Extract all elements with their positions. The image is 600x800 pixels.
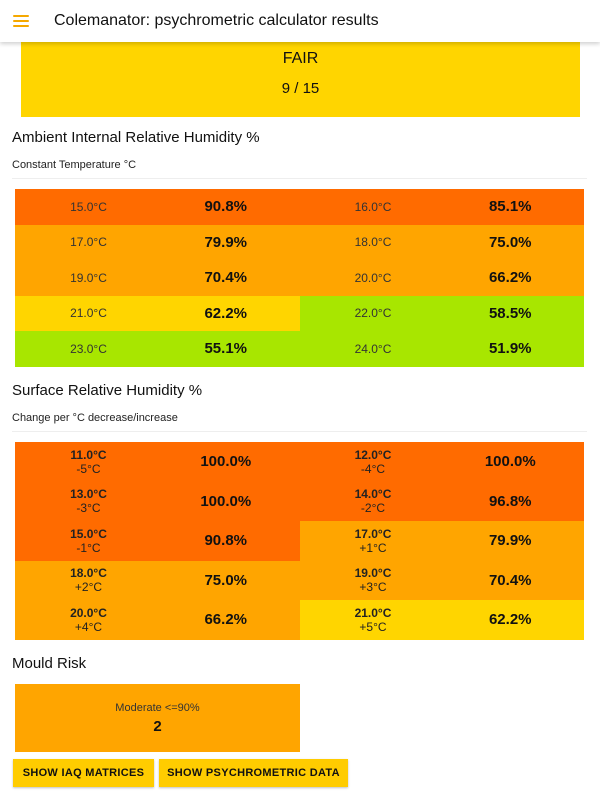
temperature-label: 24.0°C xyxy=(354,341,392,356)
surface-cell: 12.0°C -4°C 100.0% xyxy=(299,442,584,482)
humidity-value: 90.8% xyxy=(204,532,248,550)
score-label: FAIR xyxy=(282,50,319,67)
humidity-value: 79.9% xyxy=(204,233,248,251)
menu-icon[interactable] xyxy=(13,15,29,27)
temperature-label: 17.0°C xyxy=(70,235,107,250)
humidity-value: 100.0% xyxy=(484,453,536,471)
humidity-value: 96.8% xyxy=(488,492,532,510)
score-card: FAIR 9 / 15 xyxy=(21,42,580,117)
ambient-cell: 18.0°C 75.0% xyxy=(299,224,584,260)
temperature-label: 11.0°C -5°C xyxy=(70,447,107,476)
ambient-humidity-table: 15.0°C 90.8% 16.0°C 85.1% 17.0°C 79.9% 18.0… xyxy=(15,189,584,367)
surface-cell: 19.0°C +3°C 70.4% xyxy=(299,560,584,600)
temperature-label: 21.0°C +5°C xyxy=(354,605,392,634)
temperature-label: 12.0°C -4°C xyxy=(354,447,392,476)
ambient-section-title: Ambient Internal Relative Humidity % xyxy=(12,129,260,146)
ambient-section-subtitle: Constant Temperature °C xyxy=(12,159,137,171)
show-iaq-matrices-button[interactable]: SHOW IAQ MATRICES xyxy=(13,759,154,787)
surface-section-title: Surface Relative Humidity % xyxy=(12,382,203,399)
temperature-label: 20.0°C +4°C xyxy=(70,605,107,634)
temperature-label: 15.0°C -1°C xyxy=(70,526,107,555)
mould-risk-label: Moderate <=90% xyxy=(115,702,200,714)
temperature-label: 19.0°C xyxy=(70,270,107,285)
humidity-value: 79.9% xyxy=(488,532,532,550)
surface-cell: 20.0°C +4°C 66.2% xyxy=(15,600,300,640)
temperature-label: 17.0°C +1°C xyxy=(354,526,392,555)
surface-humidity-table: 11.0°C -5°C 100.0% 12.0°C -4°C 100.0% 13.0°C… xyxy=(15,442,584,640)
humidity-value: 100.0% xyxy=(200,453,252,471)
temperature-label: 23.0°C xyxy=(70,341,107,356)
temperature-label: 14.0°C -2°C xyxy=(354,487,392,516)
app-bar: Colemanator: psychrometric calculator re… xyxy=(0,0,600,42)
ambient-cell: 16.0°C 85.1% xyxy=(299,189,584,225)
temperature-label: 13.0°C -3°C xyxy=(70,487,107,516)
surface-cell: 14.0°C -2°C 96.8% xyxy=(299,481,584,521)
humidity-value: 100.0% xyxy=(200,492,252,510)
humidity-value: 75.0% xyxy=(204,571,248,589)
ambient-cell: 20.0°C 66.2% xyxy=(299,260,584,296)
surface-cell: 11.0°C -5°C 100.0% xyxy=(15,442,300,482)
humidity-value: 85.1% xyxy=(488,198,532,216)
humidity-value: 70.4% xyxy=(488,571,532,589)
temperature-label: 16.0°C xyxy=(354,199,392,214)
humidity-value: 70.4% xyxy=(204,269,248,287)
ambient-cell: 22.0°C 58.5% xyxy=(299,295,584,331)
temperature-label: 21.0°C xyxy=(70,306,107,321)
humidity-value: 58.5% xyxy=(488,304,532,322)
mould-risk-value: 2 xyxy=(153,718,162,735)
divider xyxy=(12,178,587,179)
surface-cell: 15.0°C -1°C 90.8% xyxy=(15,521,300,561)
temperature-label: 20.0°C xyxy=(354,270,392,285)
ambient-cell: 19.0°C 70.4% xyxy=(15,260,300,296)
humidity-value: 66.2% xyxy=(488,269,532,287)
humidity-value: 62.2% xyxy=(488,611,532,629)
app-title: Colemanator: psychrometric calculator re… xyxy=(54,12,379,29)
score-value: 9 / 15 xyxy=(281,80,320,97)
surface-cell: 18.0°C +2°C 75.0% xyxy=(15,560,300,600)
divider xyxy=(12,431,587,432)
temperature-label: 19.0°C +3°C xyxy=(354,566,392,595)
ambient-cell: 23.0°C 55.1% xyxy=(15,331,300,367)
humidity-value: 55.1% xyxy=(204,340,248,358)
surface-cell: 13.0°C -3°C 100.0% xyxy=(15,481,300,521)
humidity-value: 62.2% xyxy=(204,304,248,322)
temperature-label: 18.0°C xyxy=(354,235,392,250)
surface-cell: 17.0°C +1°C 79.9% xyxy=(299,521,584,561)
humidity-value: 51.9% xyxy=(488,340,532,358)
humidity-value: 75.0% xyxy=(488,233,532,251)
show-psychrometric-data-button[interactable]: SHOW PSYCHROMETRIC DATA xyxy=(159,759,348,787)
humidity-value: 66.2% xyxy=(204,611,248,629)
mould-section-title: Mould Risk xyxy=(12,655,87,672)
ambient-cell: 15.0°C 90.8% xyxy=(15,189,300,225)
surface-section-subtitle: Change per °C decrease/increase xyxy=(12,412,178,424)
temperature-label: 22.0°C xyxy=(354,306,392,321)
surface-cell: 21.0°C +5°C 62.2% xyxy=(299,600,584,640)
ambient-cell: 17.0°C 79.9% xyxy=(15,224,300,260)
temperature-label: 15.0°C xyxy=(70,199,107,214)
ambient-cell: 24.0°C 51.9% xyxy=(299,331,584,367)
temperature-label: 18.0°C +2°C xyxy=(70,566,107,595)
ambient-cell: 21.0°C 62.2% xyxy=(15,295,300,331)
mould-risk-card: Moderate <=90% 2 xyxy=(15,684,300,752)
humidity-value: 90.8% xyxy=(204,198,248,216)
